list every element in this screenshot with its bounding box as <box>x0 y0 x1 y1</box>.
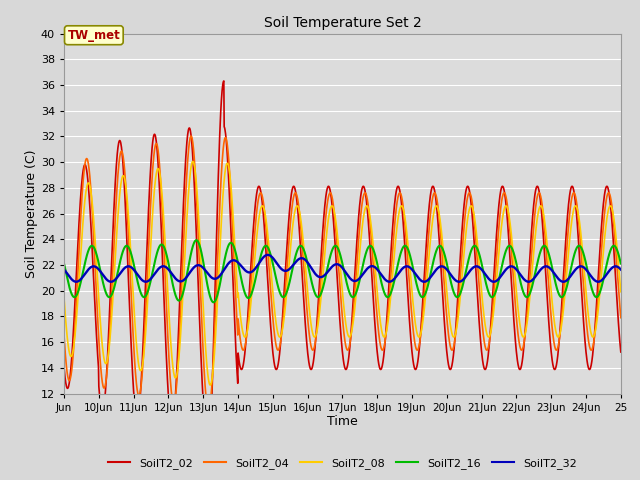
SoilT2_04 <box>188 133 195 139</box>
SoilT2_04 <box>160 238 168 243</box>
SoilT2_04 <box>445 331 452 337</box>
SoilT2_32 <box>70 278 78 284</box>
SoilT2_08 <box>60 294 68 300</box>
Line: SoilT2_16: SoilT2_16 <box>64 240 621 302</box>
SoilT2_32 <box>72 279 80 285</box>
SoilT2_04 <box>346 343 353 348</box>
Legend: SoilT2_02, SoilT2_04, SoilT2_08, SoilT2_16, SoilT2_32: SoilT2_02, SoilT2_04, SoilT2_08, SoilT2_… <box>104 453 581 473</box>
Line: SoilT2_02: SoilT2_02 <box>64 81 621 477</box>
SoilT2_32 <box>312 272 320 278</box>
SoilT2_04 <box>205 408 212 413</box>
Y-axis label: Soil Temperature (C): Soil Temperature (C) <box>25 149 38 278</box>
SoilT2_02 <box>220 78 228 84</box>
SoilT2_02 <box>617 349 625 355</box>
SoilT2_02 <box>203 474 211 480</box>
SoilT2_32 <box>60 266 68 272</box>
SoilT2_08 <box>445 306 452 312</box>
SoilT2_32 <box>445 269 452 275</box>
SoilT2_02 <box>70 309 78 315</box>
SoilT2_16 <box>70 294 78 300</box>
SoilT2_02 <box>582 345 589 351</box>
SoilT2_08 <box>312 330 320 336</box>
Text: TW_met: TW_met <box>67 29 120 42</box>
SoilT2_32 <box>346 275 353 281</box>
X-axis label: Time: Time <box>327 415 358 429</box>
SoilT2_32 <box>582 266 589 272</box>
SoilT2_16 <box>617 261 625 266</box>
SoilT2_16 <box>160 243 168 249</box>
SoilT2_04 <box>582 311 589 316</box>
SoilT2_04 <box>312 331 320 336</box>
Line: SoilT2_32: SoilT2_32 <box>64 255 621 282</box>
SoilT2_08 <box>617 289 625 295</box>
SoilT2_08 <box>189 158 196 164</box>
SoilT2_02 <box>445 361 452 367</box>
SoilT2_08 <box>346 334 353 340</box>
SoilT2_02 <box>60 364 68 370</box>
Title: Soil Temperature Set 2: Soil Temperature Set 2 <box>264 16 421 30</box>
SoilT2_16 <box>209 300 217 305</box>
SoilT2_04 <box>617 315 625 321</box>
SoilT2_08 <box>207 382 214 388</box>
Line: SoilT2_04: SoilT2_04 <box>64 136 621 410</box>
SoilT2_16 <box>193 237 200 243</box>
SoilT2_32 <box>264 252 271 258</box>
SoilT2_08 <box>582 285 589 290</box>
SoilT2_02 <box>346 348 353 353</box>
SoilT2_16 <box>445 268 452 274</box>
SoilT2_16 <box>346 290 353 296</box>
SoilT2_16 <box>312 293 320 299</box>
SoilT2_08 <box>70 338 78 344</box>
SoilT2_32 <box>617 266 625 272</box>
SoilT2_32 <box>160 264 168 269</box>
SoilT2_16 <box>60 261 68 266</box>
SoilT2_04 <box>70 333 78 339</box>
SoilT2_08 <box>160 214 168 219</box>
SoilT2_02 <box>312 327 320 333</box>
SoilT2_02 <box>160 286 168 291</box>
SoilT2_16 <box>582 259 589 265</box>
Line: SoilT2_08: SoilT2_08 <box>64 161 621 385</box>
SoilT2_04 <box>60 332 68 338</box>
